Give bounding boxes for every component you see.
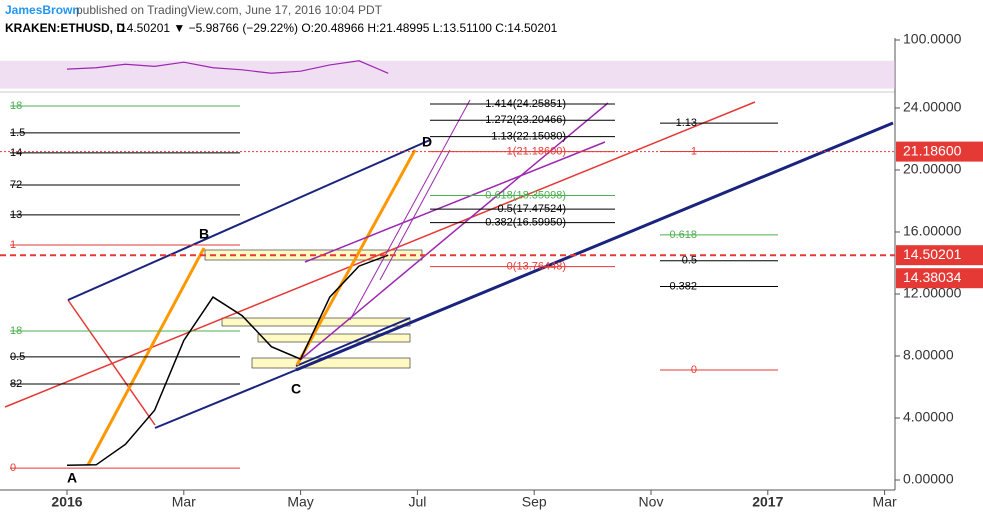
fib-label: 0(13.76448) <box>507 261 566 273</box>
zone <box>257 333 411 343</box>
pattern-point: B <box>199 226 209 242</box>
price-line <box>66 254 389 467</box>
x-tick-label: Jul <box>408 494 426 510</box>
pitchfork-line <box>349 99 471 321</box>
channel-line <box>67 139 431 301</box>
x-tick-label: Sep <box>522 494 547 510</box>
x-tick-label: May <box>287 494 313 510</box>
fib-label: 14 <box>10 147 22 159</box>
drawings <box>4 99 894 466</box>
x-tick-label: 2017 <box>752 494 783 510</box>
fib-label: 0.5(17.47524) <box>498 203 567 215</box>
quote: 14.50201 ▼ −5.98766 (−29.22%) O:20.48966… <box>120 21 558 35</box>
channel-line <box>295 317 411 367</box>
y-tick-label: 4.00000 <box>903 409 954 425</box>
price-tag <box>896 141 983 162</box>
x-tick-label: 2016 <box>51 494 82 510</box>
price-tag-label: 21.18600 <box>903 142 962 158</box>
fib-label: 1.272(23.20466) <box>485 114 566 126</box>
fib-label: 0.382(16.59950) <box>485 217 566 229</box>
fib-label: 0.5 <box>10 351 25 363</box>
y-tick-label: 20.00000 <box>903 161 962 177</box>
x-tick-label: Nov <box>639 494 664 510</box>
pitchfork-line <box>304 141 606 263</box>
fib-label: 0 <box>691 364 697 376</box>
pitchfork-line <box>379 149 451 281</box>
x-tick-label: Mar <box>172 494 196 510</box>
zone <box>251 357 411 369</box>
fib-label: 82 <box>10 378 22 390</box>
fib-label: 18 <box>10 100 22 112</box>
fib-label: 0.618 <box>669 229 697 241</box>
y-tick-label: 8.00000 <box>903 347 954 363</box>
fib-label: 72 <box>10 179 22 191</box>
abcd-leg <box>295 149 417 366</box>
rsi-tick-label: 100.0000 <box>903 31 962 47</box>
fib-label: 0.5 <box>682 255 697 267</box>
fib-label: 1 <box>10 239 16 251</box>
y-tick-label: 0.00000 <box>903 471 954 487</box>
x-tick-label: Mar <box>873 494 897 510</box>
fib-label: 0 <box>10 462 16 474</box>
price-tag <box>896 245 983 266</box>
symbol: KRAKEN:ETHUSD, D <box>5 21 125 35</box>
y-tick-label: 24.00000 <box>903 99 962 115</box>
channel-line <box>295 121 894 372</box>
trend-line <box>67 299 156 426</box>
pattern-point: C <box>291 381 301 397</box>
price-tag-label: 14.50201 <box>903 246 962 262</box>
fib-label: 13 <box>10 209 22 221</box>
y-tick-label: 16.00000 <box>903 223 962 239</box>
fib-label: 1.5 <box>10 127 25 139</box>
pattern-point: D <box>422 134 432 150</box>
rsi-line <box>66 60 389 74</box>
publish-info: published on TradingView.com, June 17, 2… <box>76 3 383 17</box>
author[interactable]: JamesBrown <box>5 3 80 17</box>
fib-label: 18 <box>10 325 22 337</box>
price-tag-label: 14.38034 <box>903 269 962 285</box>
fib-label: 1.414(24.25851) <box>485 98 566 110</box>
channel-line <box>154 369 297 429</box>
fib-label: 0.382 <box>669 280 697 292</box>
pattern-point: A <box>67 470 77 486</box>
price-tag <box>896 268 983 289</box>
fib-label: 1.13 <box>676 117 697 129</box>
fib-label: 0.618(18.35098) <box>485 189 566 201</box>
y-tick-label: 12.00000 <box>903 285 962 301</box>
fib-label: 1.13(22.15080) <box>491 131 566 143</box>
